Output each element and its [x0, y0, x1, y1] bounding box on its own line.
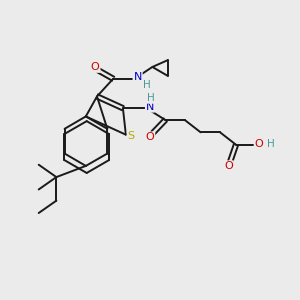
Text: N: N	[146, 102, 154, 112]
Text: S: S	[128, 131, 135, 141]
Text: H: H	[267, 139, 274, 149]
Text: O: O	[255, 139, 263, 149]
Text: N: N	[134, 72, 142, 82]
Text: H: H	[143, 80, 151, 90]
Text: H: H	[147, 93, 155, 103]
Text: O: O	[224, 161, 233, 171]
Text: O: O	[146, 132, 154, 142]
Text: O: O	[91, 62, 100, 72]
